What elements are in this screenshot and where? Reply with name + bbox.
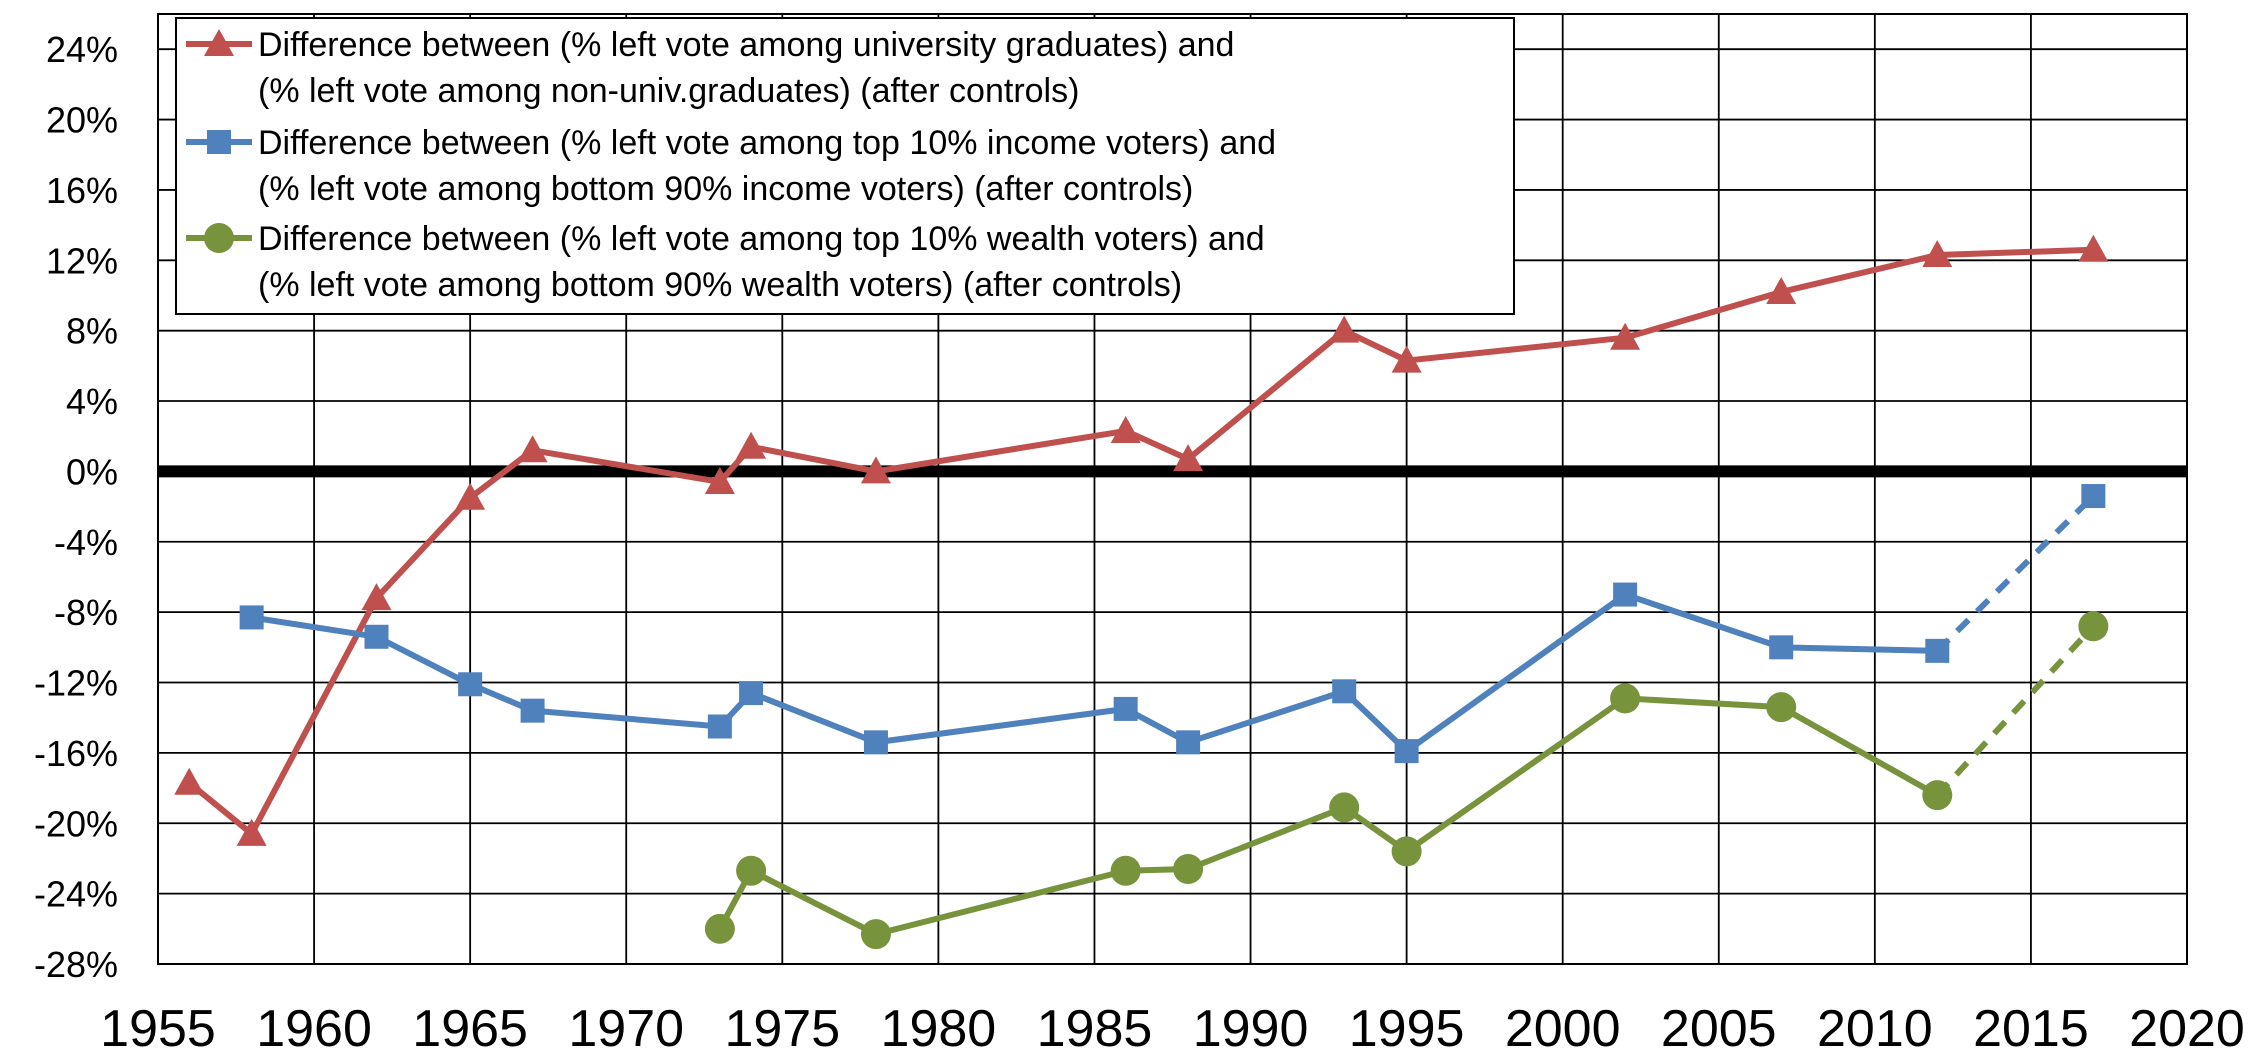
x-tick-label: 1995 [1349, 1000, 1465, 1052]
legend-label: Difference between (% left vote among to… [258, 220, 1265, 258]
x-tick-label: 2005 [1661, 1000, 1777, 1052]
y-tick-label: 8% [66, 311, 118, 352]
data-point [860, 456, 891, 484]
legend-item-3: Difference between (% left vote among to… [186, 220, 1265, 304]
y-tick-label: -20% [34, 803, 118, 844]
data-point [704, 913, 735, 944]
y-tick-label: 4% [66, 381, 118, 422]
data-point [1110, 855, 1141, 886]
y-tick-label: 0% [66, 451, 118, 492]
x-tick-label: 1960 [256, 1000, 372, 1052]
x-tick-label: 1955 [100, 1000, 216, 1052]
legend-label: (% left vote among bottom 90% wealth vot… [258, 266, 1182, 304]
series-1 [174, 234, 2109, 846]
legend-item-1: Difference between (% left vote among un… [186, 26, 1234, 110]
data-point [1329, 315, 1360, 343]
data-point [1925, 638, 1950, 663]
x-tick-label: 1970 [568, 1000, 684, 1052]
data-point [2078, 611, 2109, 642]
y-tick-label: 24% [46, 29, 118, 70]
y-tick-label: 16% [46, 170, 118, 211]
data-point [455, 482, 486, 510]
data-point [361, 583, 392, 611]
legend-marker [204, 223, 234, 253]
data-point [707, 714, 732, 739]
data-point [1613, 582, 1638, 607]
data-point [1329, 792, 1360, 823]
y-tick-label: -28% [34, 944, 118, 985]
data-point [1332, 679, 1357, 704]
data-point [1110, 415, 1141, 443]
data-point [1391, 345, 1422, 373]
data-point [517, 435, 548, 463]
y-tick-label: 12% [46, 240, 118, 281]
legend-label: Difference between (% left vote among to… [258, 124, 1276, 162]
x-tick-label: 1985 [1037, 1000, 1153, 1052]
x-tick-label: 2015 [1973, 1000, 2089, 1052]
legend-label: (% left vote among bottom 90% income vot… [258, 170, 1193, 208]
data-point [1391, 836, 1422, 867]
data-point [458, 672, 483, 697]
data-point [520, 698, 545, 723]
series-line [186, 246, 2097, 837]
data-point [1766, 692, 1797, 723]
y-tick-label: -24% [34, 874, 118, 915]
legend-marker [204, 29, 234, 56]
x-tick-label: 2020 [2129, 1000, 2245, 1052]
legend-box [175, 17, 1515, 315]
x-tick-label: 1965 [412, 1000, 528, 1052]
x-tick-label: 2010 [1817, 1000, 1933, 1052]
x-tick-label: 1980 [881, 1000, 997, 1052]
data-point [236, 818, 267, 846]
data-point [739, 681, 764, 706]
series-line-dashed [1935, 624, 2096, 798]
data-point [2078, 234, 2109, 262]
series-2 [239, 484, 2106, 764]
data-point [863, 730, 888, 755]
data-point [1394, 739, 1419, 764]
series-3 [704, 611, 2109, 950]
data-point [1766, 276, 1797, 304]
data-point [364, 624, 389, 649]
data-point [174, 767, 205, 795]
data-point [1173, 444, 1204, 472]
y-tick-label: -4% [54, 522, 118, 563]
series-group [174, 234, 2109, 950]
x-tick-label: 1990 [1193, 1000, 1309, 1052]
data-point [736, 855, 767, 886]
x-axis-ticks: 1955 1960 1965 1970 1975 1980 1985 1990 1995 2000… [100, 1000, 2245, 1052]
series-line-dashed [1935, 493, 2096, 653]
series-line [716, 695, 1941, 938]
legend: Difference between (% left vote among un… [175, 17, 1515, 315]
x-tick-label: 2000 [1505, 1000, 1621, 1052]
y-tick-label: -16% [34, 733, 118, 774]
data-point [860, 919, 891, 950]
y-axis-ticks: 24% 20% 16% 12% 8% 4% 0% -4% -8% -12% -16% -20% -24%… [34, 29, 118, 985]
y-tick-label: -8% [54, 592, 118, 633]
y-tick-label: -12% [34, 663, 118, 704]
data-point [1922, 780, 1953, 811]
legend-item-2: Difference between (% left vote among to… [186, 124, 1276, 208]
data-point [704, 466, 735, 494]
legend-marker [207, 130, 231, 154]
data-point [1176, 730, 1201, 755]
y-tick-label: 20% [46, 100, 118, 141]
data-point [1610, 322, 1641, 350]
data-point [239, 605, 264, 630]
data-point [1113, 696, 1138, 721]
x-tick-label: 1975 [724, 1000, 840, 1052]
legend-label: (% left vote among non-univ.graduates) (… [258, 72, 1079, 110]
legend-label: Difference between (% left vote among un… [258, 26, 1234, 64]
data-point [2081, 484, 2106, 509]
plot-border [157, 13, 2188, 965]
data-point [1922, 240, 1953, 268]
data-point [1769, 635, 1794, 660]
data-point [1173, 854, 1204, 884]
data-point [1610, 683, 1641, 714]
data-point [736, 431, 767, 459]
